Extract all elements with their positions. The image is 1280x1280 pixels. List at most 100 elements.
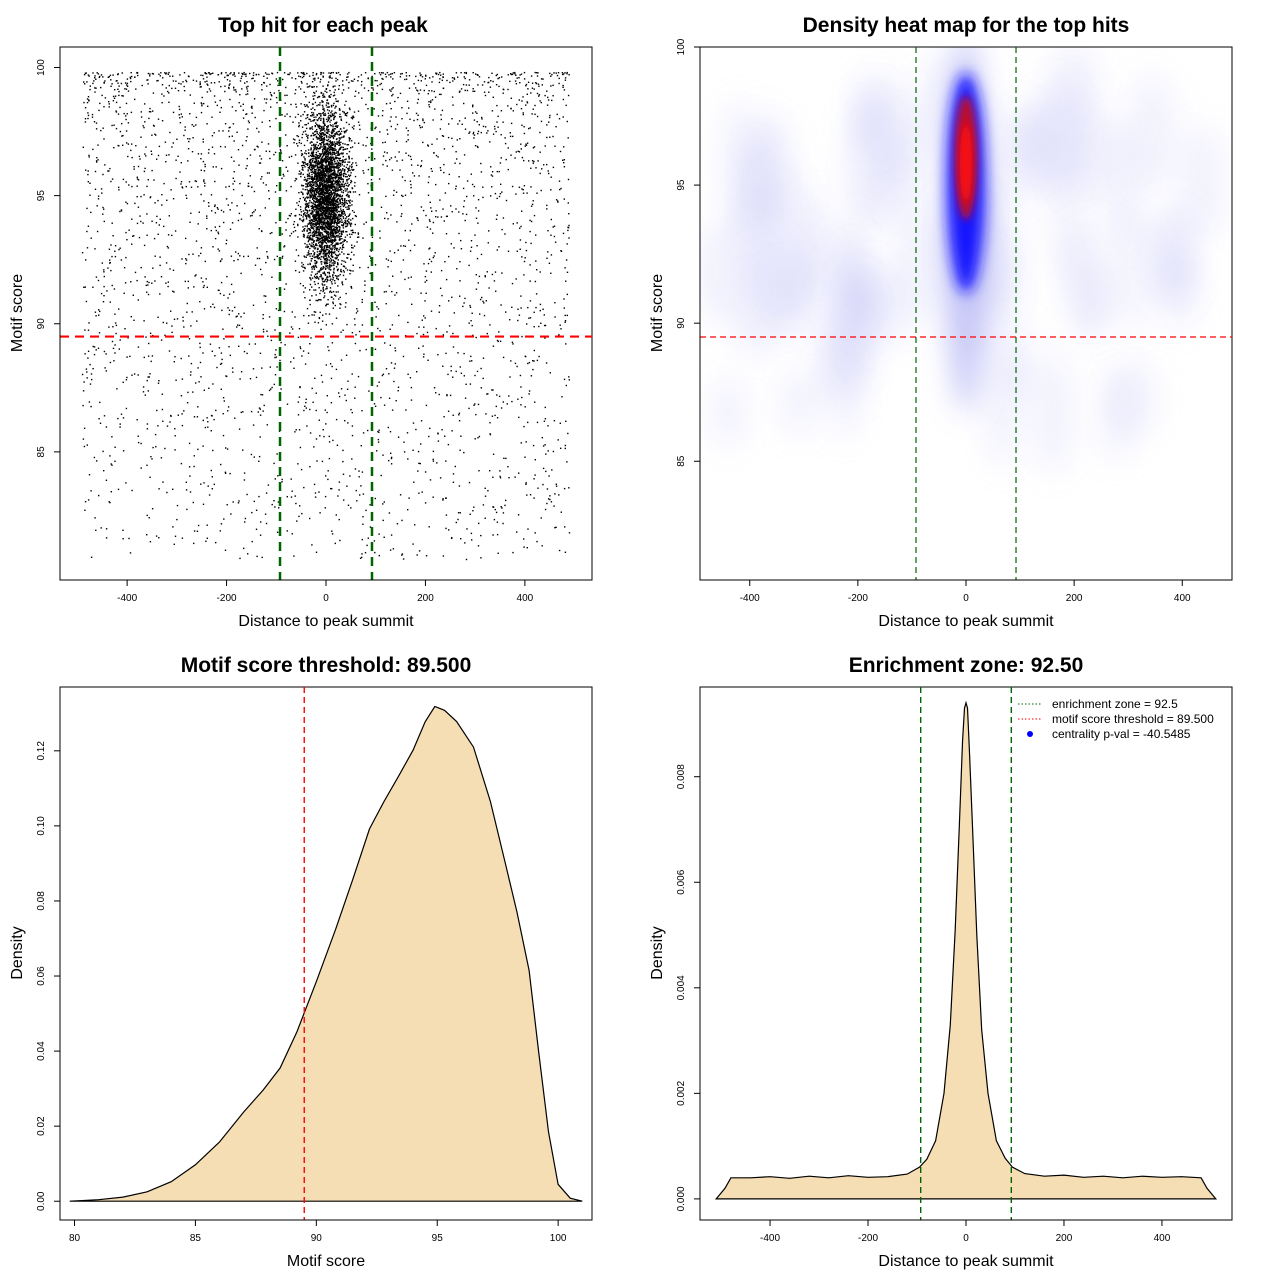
- scatter-point: [200, 169, 202, 171]
- scatter-point: [516, 77, 518, 79]
- scatter-point: [200, 247, 203, 249]
- scatter-point: [238, 428, 241, 430]
- scatter-point: [432, 458, 434, 461]
- scatter-point: [268, 120, 271, 122]
- scatter-point: [323, 158, 325, 160]
- scatter-point: [336, 216, 338, 218]
- scatter-point: [346, 111, 349, 114]
- scatter-point: [223, 400, 225, 402]
- scatter-point: [249, 154, 252, 156]
- scatter-point: [192, 79, 195, 81]
- scatter-point: [336, 205, 338, 207]
- scatter-point: [311, 86, 313, 88]
- scatter-point: [409, 180, 412, 182]
- scatter-point: [281, 114, 283, 116]
- scatter-point: [312, 164, 314, 166]
- scatter-point: [496, 170, 498, 173]
- scatter-point: [313, 275, 316, 277]
- scatter-point: [312, 112, 315, 114]
- scatter-point: [559, 150, 562, 153]
- scatter-point: [94, 517, 96, 519]
- scatter-point: [346, 112, 348, 115]
- scatter-point: [344, 221, 346, 224]
- scatter-point: [558, 334, 560, 336]
- scatter-point: [332, 198, 335, 201]
- scatter-point: [334, 147, 336, 150]
- scatter-point: [319, 169, 321, 171]
- scatter-point: [316, 272, 318, 275]
- scatter-point: [93, 456, 96, 459]
- scatter-point: [322, 199, 324, 201]
- scatter-point: [439, 199, 441, 201]
- scatter-point: [296, 142, 298, 145]
- scatter-point: [536, 192, 538, 194]
- scatter-point: [200, 193, 202, 196]
- scatter-point: [344, 182, 347, 185]
- scatter-point: [348, 175, 351, 177]
- scatter-point: [344, 201, 346, 203]
- scatter-point: [487, 490, 489, 492]
- scatter-point: [520, 386, 522, 388]
- scatter-point: [436, 462, 438, 464]
- scatter-point: [306, 211, 309, 213]
- scatter-point: [499, 470, 501, 472]
- scatter-point: [171, 146, 173, 148]
- scatter-point: [322, 142, 324, 144]
- scatter-point: [307, 166, 310, 169]
- scatter-point: [313, 208, 315, 211]
- scatter-point: [418, 175, 420, 177]
- scatter-point: [455, 208, 457, 210]
- scatter-point: [244, 73, 246, 76]
- scatter-point: [351, 233, 353, 236]
- scatter-point: [263, 98, 266, 100]
- scatter-point: [137, 441, 140, 444]
- scatter-point: [534, 280, 537, 283]
- scatter-point: [101, 94, 103, 97]
- scatter-point: [301, 136, 303, 139]
- scatter-point: [320, 237, 322, 240]
- scatter-point: [325, 212, 328, 214]
- scatter-point: [166, 491, 168, 494]
- scatter-point: [350, 219, 352, 221]
- scatter-point: [315, 231, 318, 234]
- scatter-point: [326, 196, 328, 198]
- scatter-point: [209, 73, 211, 76]
- scatter-point: [327, 81, 330, 83]
- scatter-point: [93, 121, 96, 123]
- scatter-point: [349, 199, 351, 201]
- scatter-point: [313, 281, 316, 283]
- scatter-point: [92, 368, 94, 370]
- scatter-point: [200, 102, 202, 104]
- scatter-point: [304, 209, 307, 211]
- scatter-point: [542, 78, 544, 80]
- scatter-point: [465, 72, 468, 75]
- scatter-point: [330, 142, 332, 144]
- scatter-point: [323, 261, 325, 263]
- scatter-point: [205, 72, 207, 75]
- scatter-point: [221, 309, 223, 312]
- scatter-point: [292, 138, 295, 140]
- scatter-point: [369, 526, 372, 528]
- scatter-point: [250, 106, 253, 108]
- scatter-point: [318, 241, 320, 243]
- scatter-point: [206, 123, 208, 125]
- scatter-point: [335, 149, 337, 151]
- scatter-point: [338, 84, 340, 87]
- scatter-point: [391, 324, 394, 326]
- scatter-point: [332, 153, 334, 156]
- scatter-point: [145, 284, 147, 287]
- scatter-point: [558, 118, 561, 120]
- scatter-point: [564, 77, 567, 79]
- scatter-point: [338, 107, 341, 110]
- scatter-point: [274, 353, 276, 356]
- scatter-point: [313, 265, 315, 267]
- scatter-point: [274, 151, 277, 154]
- scatter-point: [317, 216, 319, 218]
- scatter-point: [345, 176, 347, 178]
- scatter-point: [172, 80, 175, 82]
- scatter-point: [108, 106, 110, 108]
- scatter-point: [343, 239, 345, 241]
- scatter-point: [178, 105, 180, 108]
- scatter-point: [337, 222, 339, 224]
- scatter-point: [350, 222, 352, 224]
